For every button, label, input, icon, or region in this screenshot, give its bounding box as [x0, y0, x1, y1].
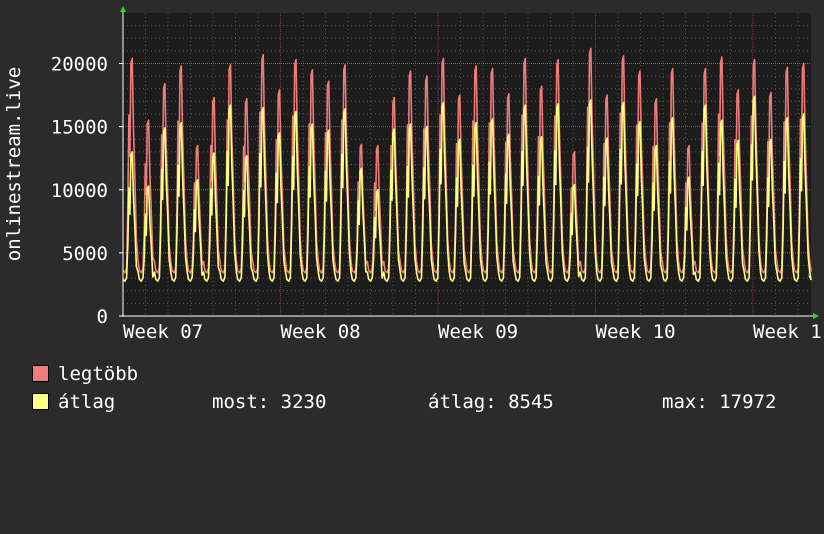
x-tick-label: Week 1	[753, 321, 822, 340]
stat-max: max: 17972	[662, 391, 777, 413]
y-axis-arrow	[120, 6, 126, 12]
series-layer	[122, 47, 812, 282]
y-tick-label: 15000	[51, 117, 108, 139]
axes	[119, 6, 819, 319]
y-tick-label: 5000	[62, 243, 108, 265]
legend-swatch-avg	[32, 393, 49, 410]
stat-avg: átlag: 8545	[428, 391, 554, 413]
series-line-avg	[122, 95, 812, 282]
legend-swatch-max	[32, 365, 49, 382]
legend-avg: átlag most: 3230 átlag: 8545 max: 17972	[32, 390, 822, 414]
y-axis-label: onlinestream.live	[3, 67, 25, 261]
y-tick-label: 10000	[51, 180, 108, 202]
x-tick-label: Week 07	[123, 321, 203, 340]
legend-label-max: legtöbb	[58, 363, 139, 385]
x-tick-labels: Week 07 Week 08 Week 09 Week 10 Week 1	[123, 321, 822, 340]
x-tick-label: Week 10	[596, 321, 676, 340]
stat-now: most: 3230	[212, 391, 327, 413]
y-tick-labels: 0 5000 10000 15000 20000	[51, 54, 123, 328]
y-tick-label: 20000	[51, 54, 108, 76]
series-line-max	[122, 47, 812, 275]
legend-label-avg: átlag	[58, 391, 116, 413]
x-axis-arrow	[813, 313, 819, 319]
x-tick-label: Week 09	[438, 321, 518, 340]
y-tick-label: 0	[97, 306, 108, 328]
legend-max: legtöbb	[32, 362, 138, 386]
x-tick-label: Week 08	[281, 321, 361, 340]
